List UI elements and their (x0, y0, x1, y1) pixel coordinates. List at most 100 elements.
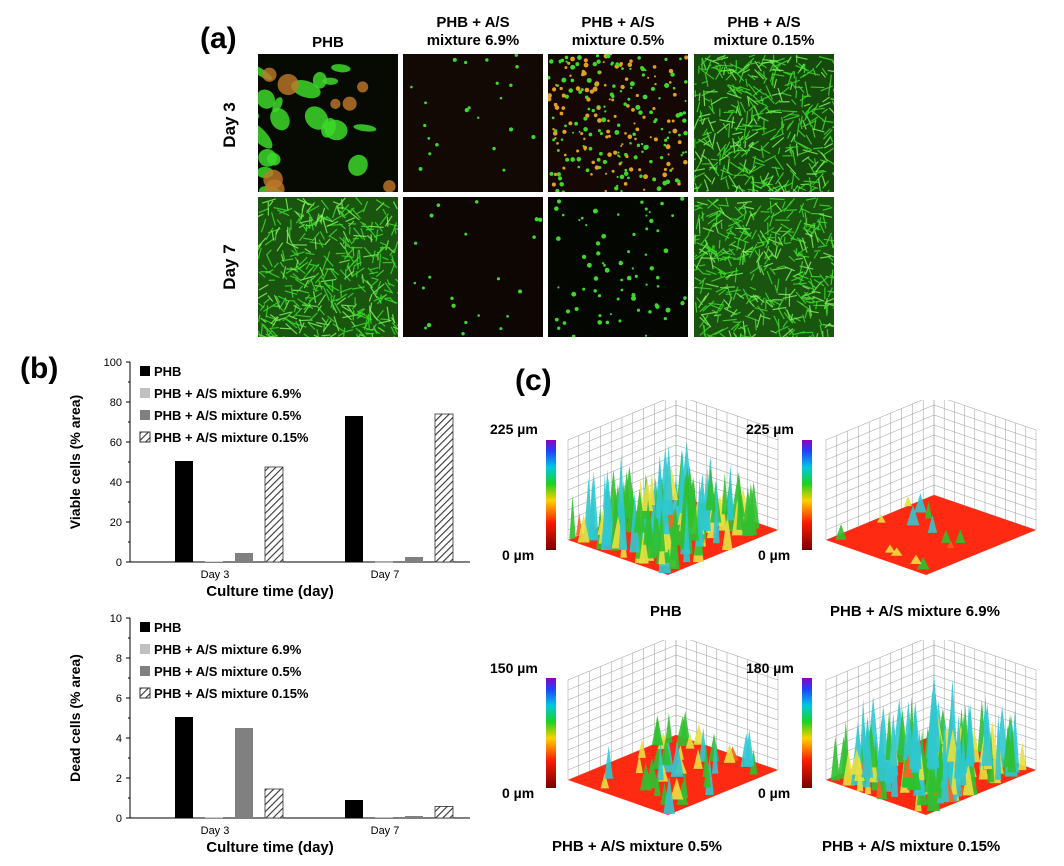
micrograph-mix05-day3 (548, 54, 688, 192)
row-title-day3: Day 3 (220, 102, 239, 148)
colorbar-phb (546, 440, 556, 550)
surface-peaks (569, 441, 760, 574)
bar-phb-a-s-mixture-0-5--day-7 (405, 816, 423, 818)
surface-plot-phb (567, 400, 779, 575)
bar-phb-a-s-mixture-0-5--day-3 (235, 728, 253, 818)
colorbar-mix69 (802, 440, 812, 550)
legend-label: PHB + A/S mixture 0.15% (154, 430, 309, 445)
surface-title-mix05: PHB + A/S mixture 0.5% (552, 838, 722, 855)
legend-swatch (139, 431, 151, 443)
panel-c-label: (c) (515, 364, 552, 397)
y-tick-label: 8 (116, 653, 122, 665)
scale-max-mix015: 180 µm (746, 660, 794, 676)
y-tick-label: 60 (110, 437, 122, 449)
micrograph-mix69-day7 (403, 197, 543, 337)
column-title-line: PHB + A/S (436, 14, 510, 31)
surface-plot-mix69 (825, 400, 1037, 575)
bar-phb-a-s-mixture-6-9--day-7 (375, 817, 393, 818)
panel-b-label: (b) (20, 352, 59, 385)
y-tick-label: 100 (104, 357, 122, 369)
surface-title-phb: PHB (650, 603, 682, 620)
scale-min-mix015: 0 µm (758, 785, 791, 801)
column-title-line: PHB + A/S (727, 14, 801, 31)
bar-phb-a-s-mixture-6-9--day-7 (375, 561, 393, 563)
column-title-mix-0-5: PHB + A/S mixture 0.5% (548, 14, 688, 50)
y-tick-label: 6 (116, 693, 122, 705)
bar-phb-a-s-mixture-0-15--day-3 (264, 788, 284, 819)
column-title-line: PHB + A/S (581, 14, 655, 31)
legend-label: PHB + A/S mixture 0.15% (154, 686, 309, 701)
scale-max-mix05: 150 µm (490, 660, 538, 676)
x-tick-label: Day 7 (371, 825, 400, 837)
y-axis-title: Dead cells (% area) (67, 654, 83, 782)
y-tick-label: 10 (110, 613, 122, 625)
colorbar-mix05 (546, 678, 556, 788)
bar-phb-a-s-mixture-0-5--day-3 (235, 553, 253, 562)
bar-phb-day-3 (175, 461, 193, 562)
legend-swatch (140, 666, 150, 676)
column-title-line: PHB (312, 34, 344, 51)
surface-title-mix015: PHB + A/S mixture 0.15% (822, 838, 1001, 855)
scale-max-phb: 225 µm (490, 421, 538, 437)
colorbar-mix015 (802, 678, 812, 788)
panel-a-label: (a) (200, 22, 237, 55)
legend-label: PHB + A/S mixture 0.5% (154, 408, 302, 423)
dead-cells-chart: 0 2 4 6 8 10 Day 3 Day 7 Culture time (day) Dead … (67, 613, 470, 856)
bar-phb-day-7 (345, 800, 363, 818)
x-axis-title: Culture time (day) (206, 583, 334, 600)
legend-label: PHB (154, 620, 181, 635)
legend-swatch (140, 388, 150, 398)
y-tick-label: 4 (116, 733, 122, 745)
scale-min-phb: 0 µm (502, 547, 535, 563)
legend-label: PHB + A/S mixture 6.9% (154, 642, 302, 657)
legend-swatch (140, 622, 150, 632)
surface-floor (826, 495, 1036, 575)
micrograph-phb-day3 (258, 54, 398, 192)
column-title-line: mixture 6.9% (426, 32, 520, 49)
legend-swatch (140, 644, 150, 654)
bar-phb-a-s-mixture-0-15--day-7 (434, 805, 454, 819)
legend-label: PHB + A/S mixture 0.5% (154, 664, 302, 679)
x-axis-title: Culture time (day) (206, 839, 334, 856)
legend-swatch (140, 410, 150, 420)
micrograph-mix05-day7 (548, 197, 688, 337)
surface-grid (567, 400, 779, 541)
y-tick-label: 80 (110, 397, 122, 409)
micrograph-mix69-day3 (403, 54, 543, 192)
surface-plot-mix015 (825, 640, 1037, 815)
x-tick-label: Day 3 (201, 569, 230, 581)
surface-peaks (830, 673, 1027, 812)
column-title-mix-6-9: PHB + A/S mixture 6.9% (403, 14, 543, 50)
x-tick-label: Day 7 (371, 569, 400, 581)
surface-plot-mix05 (567, 640, 779, 815)
bar-phb-a-s-mixture-6-9--day-3 (205, 561, 223, 562)
surface-peaks (600, 710, 758, 814)
y-tick-label: 0 (116, 557, 122, 569)
scale-min-mix69: 0 µm (758, 547, 791, 563)
column-title-mix-0-15: PHB + A/S mixture 0.15% (694, 14, 834, 50)
column-title-line: mixture 0.5% (571, 32, 665, 49)
bar-phb-a-s-mixture-0-15--day-3 (264, 466, 284, 563)
surface-peaks (835, 493, 966, 570)
legend-swatch (139, 687, 151, 699)
bar-phb-a-s-mixture-6-9--day-3 (205, 817, 223, 819)
y-tick-label: 2 (116, 773, 122, 785)
row-title-day7: Day 7 (220, 244, 239, 290)
y-axis-title: Viable cells (% area) (67, 395, 83, 529)
surface-grid (825, 400, 1037, 541)
bar-phb-day-3 (175, 717, 193, 818)
column-title-line: mixture 0.15% (713, 32, 815, 49)
y-tick-label: 40 (110, 477, 122, 489)
y-tick-label: 0 (116, 813, 122, 825)
viable-cells-chart: 0 20 40 60 80 100 Day 3 Day 7 Culture time (day)… (67, 357, 470, 600)
legend-label: PHB (154, 364, 181, 379)
legend-swatch (140, 366, 150, 376)
y-tick-label: 20 (110, 517, 122, 529)
micrograph-mix015-day3 (694, 54, 834, 192)
x-tick-label: Day 3 (201, 825, 230, 837)
bar-phb-day-7 (345, 416, 363, 562)
scale-min-mix05: 0 µm (502, 785, 535, 801)
bar-phb-a-s-mixture-0-5--day-7 (405, 557, 423, 562)
micrograph-mix015-day7 (694, 197, 834, 337)
scale-max-mix69: 225 µm (746, 421, 794, 437)
